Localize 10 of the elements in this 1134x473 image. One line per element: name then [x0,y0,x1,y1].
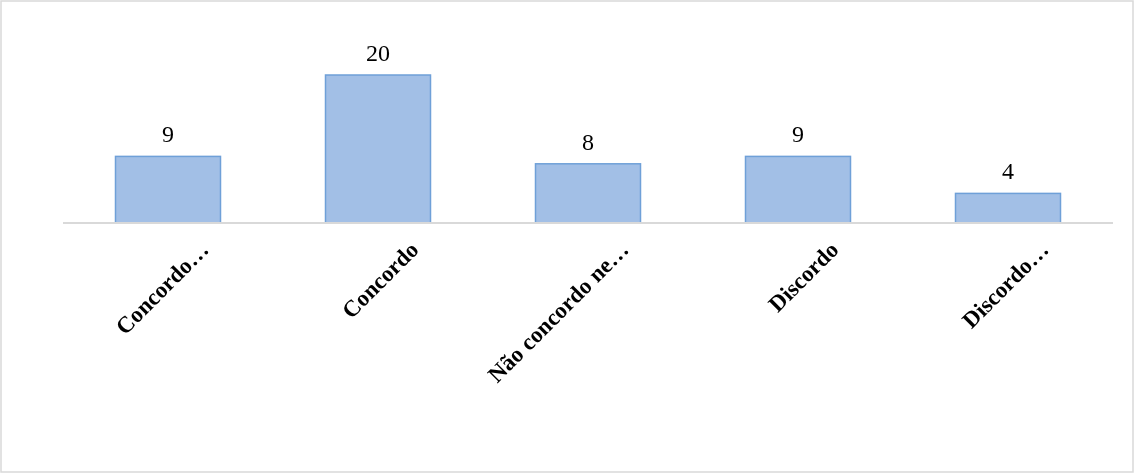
bar [954,192,1062,224]
data-label: 4 [1002,158,1014,185]
data-label: 8 [582,128,594,155]
bar [114,155,222,224]
bar [324,74,432,224]
data-label: 9 [792,121,804,148]
data-label: 20 [366,40,390,66]
bar [744,155,852,224]
data-label: 9 [162,121,174,148]
bar [534,163,642,224]
